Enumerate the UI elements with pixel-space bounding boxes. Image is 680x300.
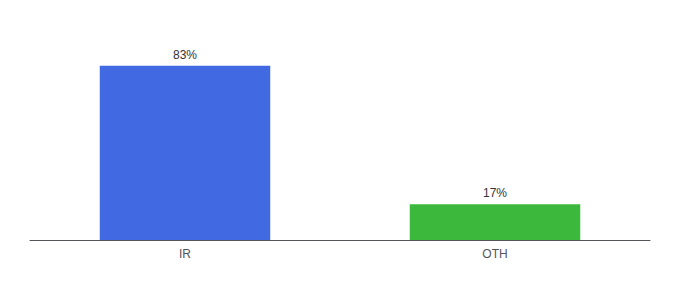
svg-text:IR: IR: [179, 247, 191, 261]
svg-text:OTH: OTH: [482, 247, 507, 261]
svg-text:83%: 83%: [173, 48, 197, 62]
svg-text:17%: 17%: [483, 186, 507, 200]
